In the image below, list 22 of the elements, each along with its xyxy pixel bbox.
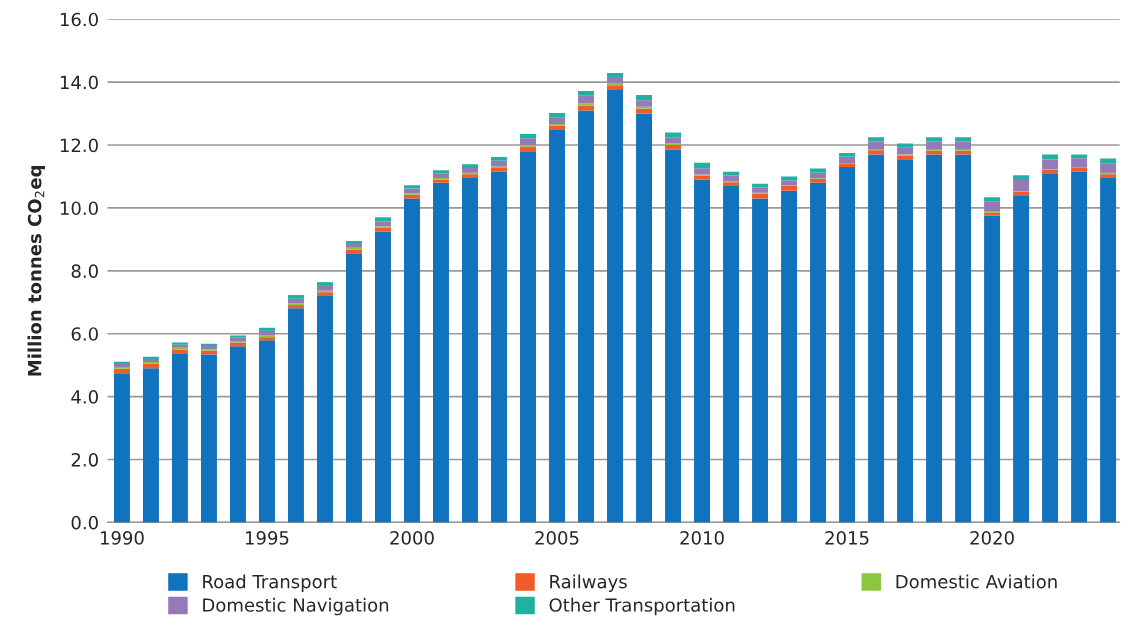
x-tick-label: 2010 (680, 531, 724, 545)
legend-label: Other Transportation (549, 597, 735, 616)
y-tick-label: 8.0 (71, 264, 98, 278)
legend-label: Domestic Aviation (896, 574, 1057, 589)
y-tick-label: 16.0 (60, 12, 98, 27)
y-tick-label: 14.0 (60, 75, 98, 90)
x-tick-label: 1990 (100, 531, 144, 545)
legend-label: Road Transport (203, 574, 337, 592)
x-tick-label: 2020 (970, 531, 1014, 545)
y-tick-label: 12.0 (60, 138, 98, 153)
y-tick-label: 10.0 (60, 201, 98, 216)
legend-label: Domestic Navigation (203, 597, 389, 616)
x-tick-label: 2015 (825, 531, 869, 545)
y-tick-label: 4.0 (71, 390, 98, 404)
x-tick-label: 2005 (535, 531, 579, 545)
x-tick-label: 2000 (390, 531, 434, 545)
y-tick-label: 2.0 (71, 452, 98, 467)
y-axis-title: Million tonnes CO$_{2}$eq (27, 166, 45, 376)
y-tick-label: 0.0 (71, 515, 98, 530)
legend-label: Railways (550, 574, 627, 592)
x-tick-label: 1995 (245, 531, 289, 545)
y-tick-label: 6.0 (71, 327, 98, 341)
